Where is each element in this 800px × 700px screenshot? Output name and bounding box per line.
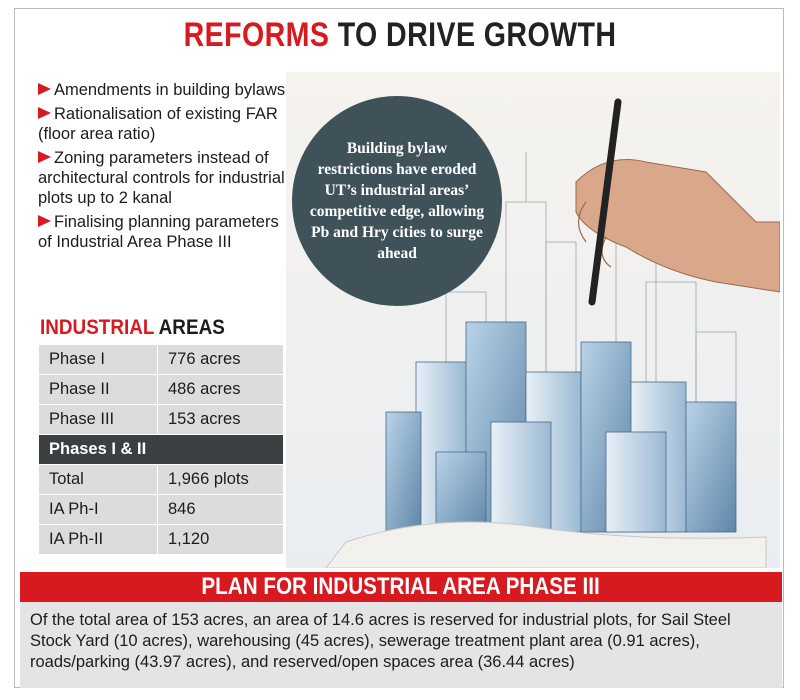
row: Phase II 486 acres bbox=[38, 374, 284, 405]
table-title-highlight: INDUSTRIAL bbox=[40, 316, 155, 339]
callout: Building bylaw restrictions have eroded … bbox=[292, 96, 502, 306]
cell: Phase III bbox=[38, 404, 158, 435]
row: Phase III 153 acres bbox=[38, 404, 284, 435]
illustration bbox=[286, 72, 780, 568]
table-title: INDUSTRIAL AREAS bbox=[40, 316, 225, 340]
title-rest: TO DRIVE GROWTH bbox=[337, 16, 617, 54]
title: REFORMS TO DRIVE GROWTH bbox=[64, 16, 736, 55]
ground bbox=[325, 521, 767, 568]
bullet: Finalising planning parameters of Indust… bbox=[38, 212, 288, 252]
bullet: Zoning parameters instead of architectur… bbox=[38, 148, 288, 208]
bullet-text: Finalising planning parameters of Indust… bbox=[38, 213, 279, 251]
cell: 776 acres bbox=[157, 344, 284, 375]
cell: 486 acres bbox=[157, 374, 284, 405]
plan-banner: PLAN FOR INDUSTRIAL AREA PHASE III bbox=[20, 572, 782, 602]
plan-text: Of the total area of 153 acres, an area … bbox=[20, 602, 782, 688]
cell: 1,120 bbox=[157, 524, 284, 555]
areas-table: Phase I 776 acres Phase II 486 acres Phase… bbox=[38, 344, 284, 555]
bullet: Amendments in building bylaws bbox=[38, 80, 288, 100]
row: IA Ph-I 846 bbox=[38, 494, 284, 525]
table-title-rest: AREAS bbox=[158, 316, 225, 339]
row: Total 1,966 plots bbox=[38, 464, 284, 495]
cell: 1,966 plots bbox=[157, 464, 284, 495]
cell: IA Ph-II bbox=[38, 524, 158, 555]
title-highlight: REFORMS bbox=[183, 16, 330, 54]
subheader-row: Phases I & II bbox=[38, 434, 284, 465]
cell: 846 bbox=[157, 494, 284, 525]
bullet-text: Amendments in building bylaws bbox=[54, 81, 286, 99]
cell: Phase II bbox=[38, 374, 158, 405]
cell: Total bbox=[38, 464, 158, 495]
cell: Phase I bbox=[38, 344, 158, 375]
cell: IA Ph-I bbox=[38, 494, 158, 525]
row: Phase I 776 acres bbox=[38, 344, 284, 375]
bullet-list: Amendments in building bylaws Rationalis… bbox=[38, 80, 288, 256]
plan-title: PLAN FOR INDUSTRIAL AREA PHASE III bbox=[201, 573, 601, 600]
bullet-text: Rationalisation of existing FAR (floor a… bbox=[38, 105, 278, 143]
subheader: Phases I & II bbox=[38, 434, 284, 465]
row: IA Ph-II 1,120 bbox=[38, 524, 284, 555]
cell: 153 acres bbox=[157, 404, 284, 435]
hand-and-pen bbox=[575, 98, 780, 306]
bullet-text: Zoning parameters instead of architectur… bbox=[38, 149, 285, 207]
bullet: Rationalisation of existing FAR (floor a… bbox=[38, 104, 288, 144]
callout-text: Building bylaw restrictions have eroded … bbox=[309, 140, 485, 262]
